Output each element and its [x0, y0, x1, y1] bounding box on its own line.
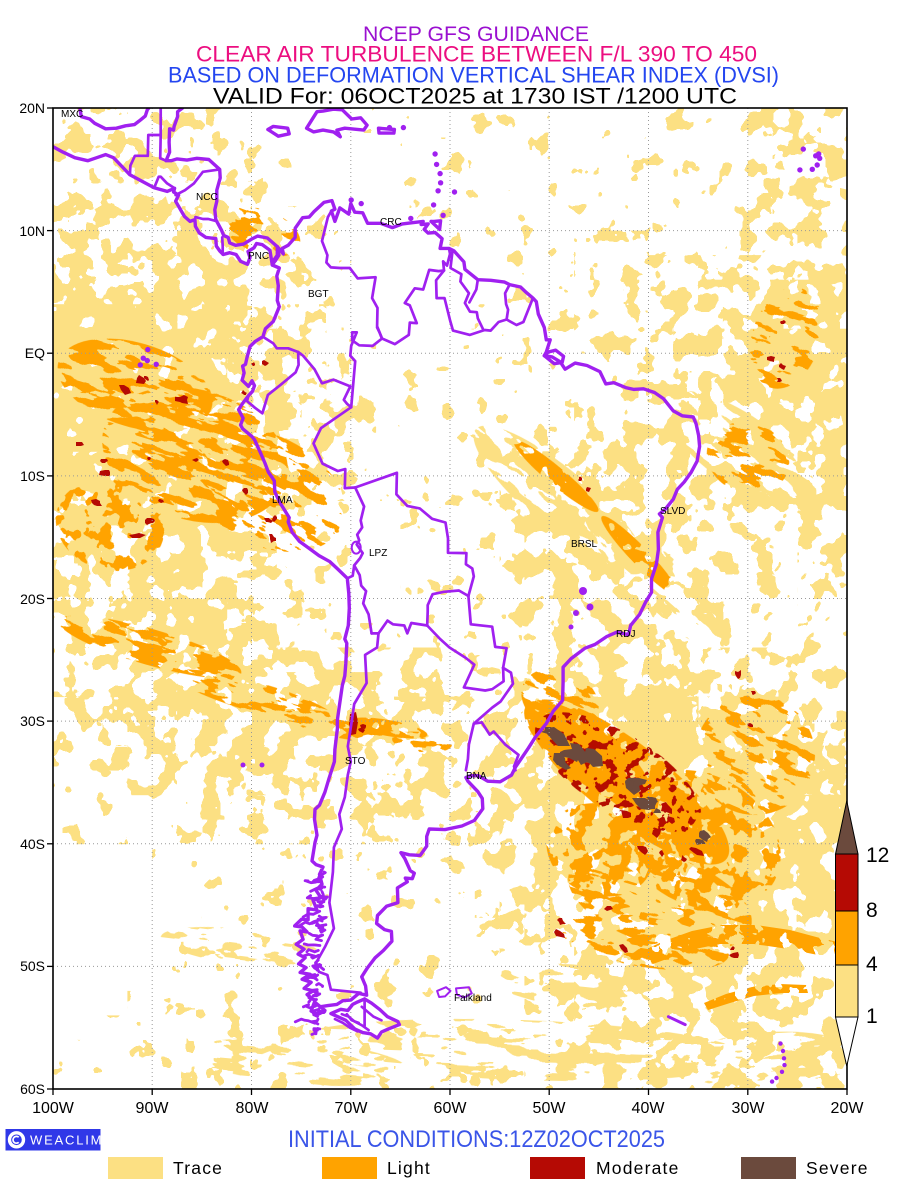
svg-text:NCC: NCC [196, 192, 218, 203]
svg-text:70W: 70W [335, 1100, 369, 1117]
svg-text:WEACLIM: WEACLIM [30, 1133, 103, 1148]
svg-text:50S: 50S [20, 958, 45, 974]
svg-text:Trace: Trace [173, 1158, 223, 1178]
svg-text:BRSL: BRSL [571, 539, 598, 550]
svg-text:VALID For: 06OCT2025 at 1730 I: VALID For: 06OCT2025 at 1730 IST /1200 U… [213, 84, 737, 109]
svg-text:90W: 90W [136, 1100, 170, 1117]
svg-text:40W: 40W [632, 1100, 666, 1117]
svg-text:30S: 30S [20, 713, 45, 729]
svg-text:LPZ: LPZ [369, 548, 387, 559]
svg-text:Moderate: Moderate [596, 1158, 680, 1178]
svg-text:10S: 10S [20, 468, 45, 484]
svg-text:30W: 30W [732, 1100, 766, 1117]
svg-text:Light: Light [387, 1158, 431, 1178]
svg-text:50W: 50W [533, 1100, 567, 1117]
svg-text:60S: 60S [20, 1081, 45, 1097]
svg-text:STO: STO [345, 756, 366, 767]
svg-text:40S: 40S [20, 836, 45, 852]
svg-text:20S: 20S [20, 591, 45, 607]
svg-text:LMA: LMA [272, 495, 293, 506]
svg-text:EQ: EQ [25, 345, 45, 361]
svg-text:RDJ: RDJ [616, 629, 635, 640]
svg-text:INITIAL CONDITIONS:12Z02OCT202: INITIAL CONDITIONS:12Z02OCT2025 [288, 1126, 665, 1153]
svg-text:Severe: Severe [806, 1158, 869, 1178]
svg-text:1: 1 [866, 1005, 878, 1028]
svg-text:60W: 60W [434, 1100, 468, 1117]
svg-text:NCEP GFS GUIDANCE: NCEP GFS GUIDANCE [363, 23, 589, 46]
svg-text:20N: 20N [19, 100, 45, 116]
svg-text:BNA: BNA [466, 771, 487, 782]
svg-text:80W: 80W [236, 1100, 270, 1117]
svg-text:CRC: CRC [380, 217, 402, 228]
svg-text:Falkland: Falkland [454, 993, 492, 1004]
svg-text:4: 4 [866, 953, 878, 976]
svg-text:12: 12 [866, 844, 889, 867]
svg-text:10N: 10N [19, 223, 45, 239]
svg-text:MXC: MXC [61, 109, 83, 120]
svg-text:8: 8 [866, 899, 878, 922]
svg-text:BASED ON DEFORMATION VERTICAL: BASED ON DEFORMATION VERTICAL SHEAR INDE… [168, 63, 779, 88]
svg-text:CLEAR AIR TURBULENCE BETWEEN F: CLEAR AIR TURBULENCE BETWEEN F/L 390 TO … [196, 42, 757, 67]
svg-text:PNC: PNC [248, 251, 269, 262]
svg-text:20W: 20W [831, 1100, 865, 1117]
svg-text:SLVD: SLVD [660, 506, 685, 517]
svg-text:BGT: BGT [308, 289, 329, 300]
svg-text:100W: 100W [32, 1100, 75, 1117]
